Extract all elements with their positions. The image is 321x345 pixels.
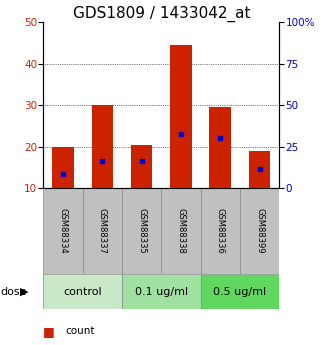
Text: GSM88399: GSM88399 [255, 208, 264, 254]
Text: GSM88334: GSM88334 [58, 208, 67, 254]
Bar [122, 274, 201, 309]
Text: dose: dose [0, 287, 27, 296]
Bar [43, 274, 122, 309]
Text: count: count [66, 326, 95, 336]
Text: GSM88338: GSM88338 [177, 208, 186, 254]
Bar [52, 147, 74, 188]
Bar [161, 188, 201, 274]
Text: 0.5 ug/ml: 0.5 ug/ml [213, 287, 266, 296]
Bar [210, 107, 231, 188]
Text: GSM88335: GSM88335 [137, 208, 146, 254]
Bar [83, 188, 122, 274]
Bar [170, 45, 192, 188]
Text: GSM88336: GSM88336 [216, 208, 225, 254]
Text: control: control [63, 287, 102, 296]
Bar [43, 188, 83, 274]
Bar [131, 145, 152, 188]
Bar [91, 105, 113, 188]
Bar [201, 188, 240, 274]
Text: GSM88337: GSM88337 [98, 208, 107, 254]
Title: GDS1809 / 1433042_at: GDS1809 / 1433042_at [73, 6, 250, 22]
Bar [201, 274, 279, 309]
Text: 0.1 ug/ml: 0.1 ug/ml [135, 287, 188, 296]
Bar [240, 188, 279, 274]
Bar [249, 151, 270, 188]
Text: ■: ■ [43, 325, 55, 338]
Bar [122, 188, 161, 274]
Text: ▶: ▶ [20, 287, 28, 296]
